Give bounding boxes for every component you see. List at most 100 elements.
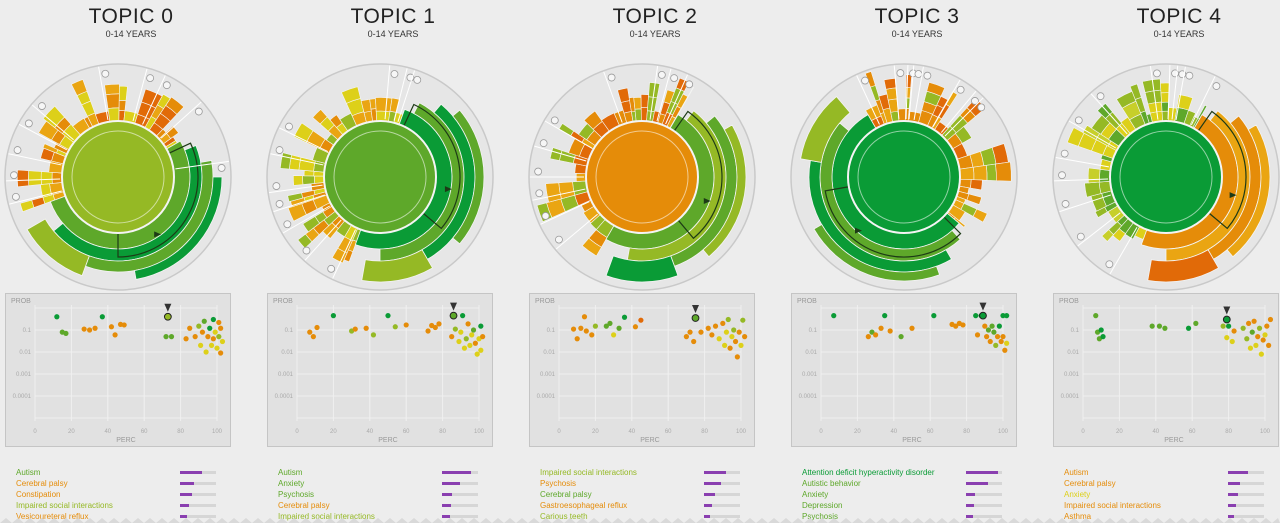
sunburst-segment[interactable] <box>19 199 35 213</box>
sunburst-segment[interactable] <box>165 96 185 115</box>
scatter-point[interactable] <box>218 325 224 331</box>
category-icon[interactable] <box>285 122 293 131</box>
category-icon[interactable] <box>1212 82 1221 90</box>
scatter-point[interactable] <box>54 314 60 320</box>
sunburst-segment[interactable] <box>702 124 747 258</box>
sunburst-segment[interactable] <box>800 96 851 163</box>
scatter-point[interactable] <box>1100 334 1106 340</box>
scatter-point[interactable] <box>592 323 598 329</box>
sunburst-center[interactable] <box>61 120 175 234</box>
scatter-point[interactable] <box>370 332 377 338</box>
legend-item[interactable]: Depression <box>802 500 1017 511</box>
scatter-point[interactable] <box>1220 323 1226 329</box>
category-icon[interactable] <box>1074 116 1083 125</box>
sunburst-segment[interactable] <box>361 249 434 283</box>
topic-sunburst[interactable] <box>3 62 233 292</box>
scatter-point[interactable] <box>1162 325 1168 331</box>
scatter-point[interactable] <box>984 334 990 340</box>
sunburst-segment[interactable] <box>134 176 223 280</box>
scatter-point[interactable] <box>1002 347 1008 353</box>
scatter-point[interactable] <box>989 323 995 329</box>
sunburst-segment[interactable] <box>1129 83 1142 100</box>
scatter-point[interactable] <box>723 329 730 335</box>
scatter-point[interactable] <box>469 332 475 338</box>
legend-item[interactable]: Cerebral palsy <box>16 478 231 489</box>
scatter-highlight-point[interactable] <box>691 314 700 322</box>
category-icon[interactable] <box>10 171 18 180</box>
scatter-point[interactable] <box>1246 320 1252 326</box>
sunburst-segment[interactable] <box>1147 249 1220 283</box>
scatter-point[interactable] <box>99 314 105 320</box>
scatter-point[interactable] <box>720 320 726 326</box>
sunburst-segment[interactable] <box>1161 110 1169 122</box>
sunburst-segment[interactable] <box>959 166 975 181</box>
scatter-point[interactable] <box>1240 325 1246 331</box>
scatter-point[interactable] <box>1264 323 1270 329</box>
scatter-point[interactable] <box>865 334 871 340</box>
scatter-point[interactable] <box>183 336 189 342</box>
category-icon[interactable] <box>1105 260 1114 269</box>
scatter-point[interactable] <box>1224 335 1230 341</box>
scatter-point[interactable] <box>909 325 915 331</box>
scatter-point[interactable] <box>589 332 595 338</box>
scatter-point[interactable] <box>352 326 358 332</box>
sunburst-center[interactable] <box>1109 120 1223 234</box>
topic-sunburst[interactable] <box>527 62 757 292</box>
sunburst-segment[interactable] <box>104 83 120 96</box>
sunburst-segment[interactable] <box>1097 102 1113 119</box>
scatter-point[interactable] <box>307 329 313 335</box>
category-icon[interactable] <box>12 192 20 201</box>
scatter-point[interactable] <box>603 323 609 329</box>
scatter-point[interactable] <box>207 325 213 331</box>
scatter-point[interactable] <box>470 327 477 333</box>
sunburst-segment[interactable] <box>16 169 30 188</box>
scatter-point[interactable] <box>931 313 937 319</box>
scatter-point[interactable] <box>578 325 584 331</box>
scatter-point[interactable] <box>212 329 218 335</box>
scatter-point[interactable] <box>81 326 87 332</box>
scatter-point[interactable] <box>740 317 746 323</box>
legend-item[interactable]: Psychosis <box>802 511 1017 522</box>
category-icon[interactable] <box>1060 149 1069 158</box>
sunburst-segment[interactable] <box>985 163 997 181</box>
sunburst-segment[interactable] <box>341 86 361 104</box>
scatter-point[interactable] <box>199 329 206 335</box>
sunburst-segment[interactable] <box>954 126 973 144</box>
category-icon[interactable] <box>861 76 869 85</box>
scatter-point[interactable] <box>1249 329 1255 335</box>
scatter-point[interactable] <box>722 342 728 348</box>
scatter-point[interactable] <box>436 321 442 327</box>
category-icon[interactable] <box>977 103 986 112</box>
scatter-point[interactable] <box>458 329 464 335</box>
scatter-point[interactable] <box>403 322 409 328</box>
category-icon[interactable] <box>534 167 543 176</box>
legend-item[interactable]: Cerebral palsy <box>1064 478 1279 489</box>
scatter-point[interactable] <box>687 329 693 335</box>
scatter-point[interactable] <box>960 322 966 328</box>
category-icon[interactable] <box>217 164 226 172</box>
scatter-point[interactable] <box>987 338 993 345</box>
sunburst-segment[interactable] <box>40 171 53 185</box>
scatter-point[interactable] <box>92 325 98 331</box>
legend-item[interactable]: Asthma <box>1064 511 1279 522</box>
category-icon[interactable] <box>146 74 155 82</box>
scatter-point[interactable] <box>463 336 469 342</box>
legend-item[interactable]: Anxiety <box>278 478 493 489</box>
category-icon[interactable] <box>101 69 110 78</box>
legend-item[interactable]: Impaired social interactions <box>16 500 231 511</box>
category-icon[interactable] <box>555 235 563 244</box>
category-icon[interactable] <box>550 116 559 125</box>
scatter-point[interactable] <box>216 334 222 340</box>
scatter-point[interactable] <box>734 354 740 360</box>
scatter-point[interactable] <box>742 334 748 340</box>
sunburst-segment[interactable] <box>105 93 120 109</box>
category-icon[interactable] <box>541 212 550 220</box>
legend-item[interactable]: Impaired social interactions <box>1064 500 1279 511</box>
sunburst-segment[interactable] <box>297 233 313 249</box>
scatter-point[interactable] <box>638 317 644 323</box>
sunburst-center[interactable] <box>323 120 437 234</box>
scatter-point[interactable] <box>210 336 216 342</box>
scatter-point[interactable] <box>87 327 93 333</box>
scatter-point[interactable] <box>425 328 431 334</box>
scatter-point[interactable] <box>314 324 320 331</box>
